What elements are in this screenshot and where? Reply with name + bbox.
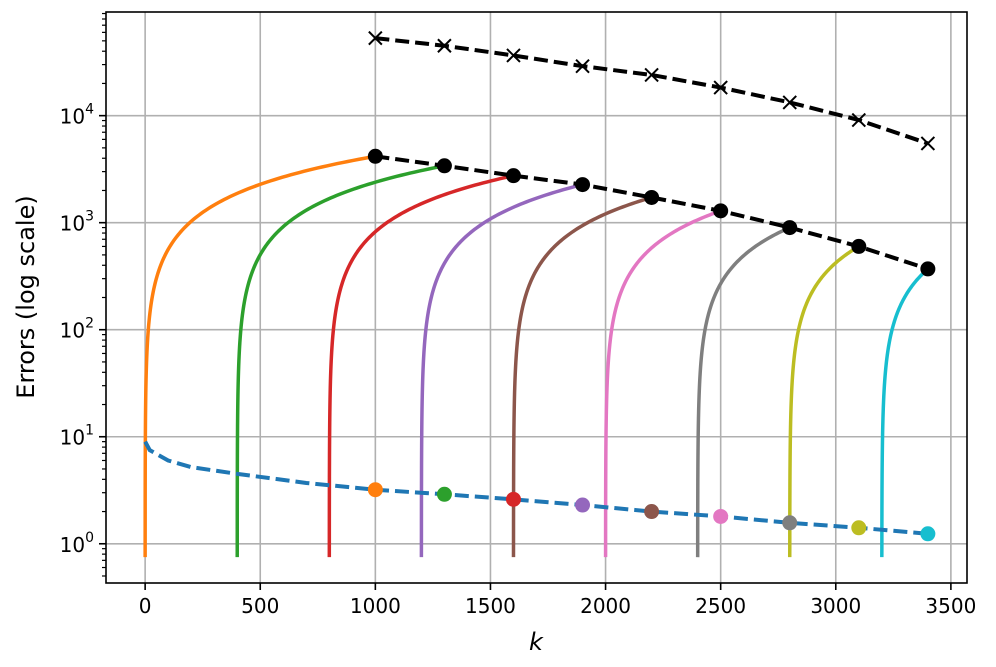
colored-dot-marker <box>367 482 383 498</box>
colored-dot-marker <box>644 504 660 520</box>
x-tick-label: 1500 <box>465 594 516 618</box>
black-dot-marker <box>782 220 798 236</box>
plot-series <box>143 30 936 558</box>
grid-lines <box>106 12 967 583</box>
x-marker <box>920 136 936 151</box>
branch-curve-2 <box>327 173 514 558</box>
black-dot-marker <box>713 203 729 219</box>
x-marker <box>782 95 797 110</box>
x-tick-label: 500 <box>241 594 279 618</box>
branch-curve-3 <box>419 182 583 558</box>
y-tick-label: 100 <box>60 530 94 557</box>
axes: 0 500 1000 1500 2000 2500 3000 3500 100 101 102 103… <box>60 11 976 618</box>
black-dot-marker <box>436 158 452 174</box>
black-dot-marker <box>920 261 936 277</box>
colored-dot-marker <box>920 526 936 542</box>
colored-dot-marker <box>851 520 867 536</box>
x-tick-label: 2500 <box>695 594 746 618</box>
branch-curve-1 <box>235 164 445 558</box>
x-marker <box>713 80 728 95</box>
x-marker <box>644 67 659 83</box>
series-line-1 <box>375 154 929 271</box>
branch-curve-7 <box>787 244 860 558</box>
branch-curve-6 <box>695 225 791 558</box>
x-marker <box>575 58 590 74</box>
black-dot-marker <box>575 177 591 193</box>
y-tick-label: 102 <box>60 316 94 343</box>
black-dot-marker <box>644 189 660 205</box>
x-tick-label: 0 <box>139 594 152 618</box>
black-dot-marker <box>851 238 867 254</box>
x-tick-label: 1000 <box>350 594 401 618</box>
colored-dot-marker <box>505 491 521 507</box>
x-axis-label: k <box>529 628 544 656</box>
branch-curve-4 <box>511 195 653 558</box>
series-line-2 <box>143 440 929 536</box>
y-tick-label: 101 <box>60 423 94 450</box>
branch-curve-8 <box>880 267 930 558</box>
black-dot-marker <box>505 168 521 184</box>
x-tick-label: 3000 <box>810 594 861 618</box>
plot-frame <box>105 11 968 584</box>
y-axis-label: Errors (log scale) <box>12 195 40 398</box>
y-tick-label: 104 <box>60 102 94 129</box>
colored-dot-marker <box>436 486 452 502</box>
colored-dot-marker <box>782 515 798 531</box>
black-dot-marker <box>367 148 383 164</box>
branch-curve-5 <box>603 209 722 558</box>
x-marker <box>368 30 383 46</box>
branch-curve-0 <box>143 154 376 558</box>
series-line-0 <box>375 36 929 146</box>
x-marker <box>851 112 867 128</box>
x-marker <box>437 38 452 53</box>
colored-dot-marker <box>575 497 591 513</box>
colored-dot-marker <box>713 508 729 524</box>
x-tick-label: 3500 <box>925 594 976 618</box>
y-tick-label: 103 <box>60 209 94 236</box>
x-marker <box>506 48 521 63</box>
x-tick-label: 2000 <box>580 594 631 618</box>
